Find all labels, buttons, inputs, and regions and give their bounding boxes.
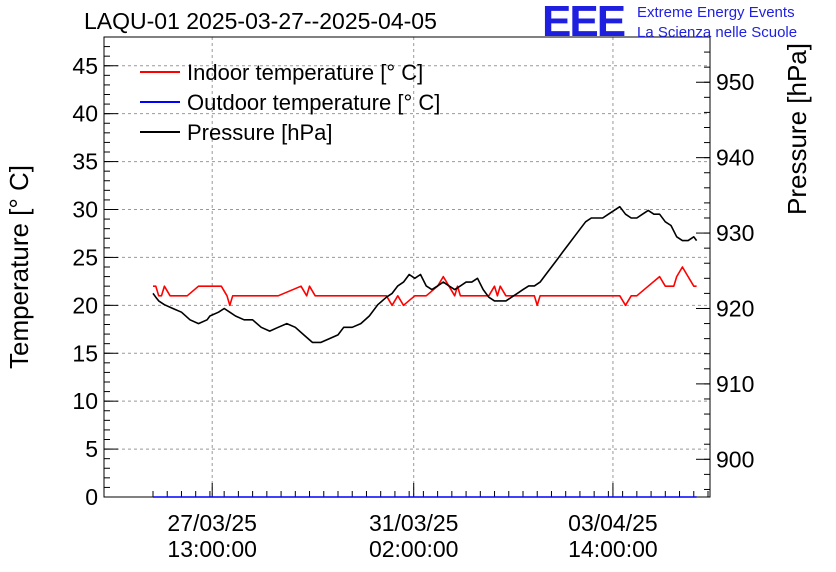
- grid-lines: [104, 37, 710, 497]
- y-axis-right-label: Pressure [hPa]: [782, 43, 812, 215]
- y-left-tick-label: 40: [72, 101, 98, 127]
- y-right-tick-label: 920: [716, 295, 754, 321]
- eee-logo: EEE: [542, 0, 626, 46]
- y-left-tick-label: 25: [72, 244, 98, 270]
- series-lines: [152, 205, 698, 498]
- y-right-tick-label: 910: [716, 371, 754, 397]
- chart-title: LAQU-01 2025-03-27--2025-04-05: [84, 8, 437, 34]
- legend-label-outdoor: Outdoor temperature [° C]: [187, 90, 440, 115]
- y-left-tick-label: 0: [85, 484, 98, 510]
- y-left-tick-label: 15: [72, 340, 98, 366]
- y-left-tick-label: 10: [72, 388, 98, 414]
- x-tick-label-date: 27/03/25: [167, 510, 257, 536]
- x-tick-label-date: 03/04/25: [568, 510, 658, 536]
- logo-subtitle-1: Extreme Energy Events: [637, 4, 795, 21]
- y-left-tick-label: 20: [72, 292, 98, 318]
- legend-label-indoor: Indoor temperature [° C]: [187, 60, 423, 85]
- series-line-indoor-temperature: [153, 266, 697, 307]
- y-right-tick-label: 900: [716, 446, 754, 472]
- x-tick-label-time: 14:00:00: [568, 536, 658, 562]
- logo-subtitle-2: La Scienza nelle Scuole: [637, 24, 798, 41]
- legend-label-pressure: Pressure [hPa]: [187, 120, 333, 145]
- y-right-tick-label: 930: [716, 220, 754, 246]
- series-line-pressure: [152, 205, 698, 344]
- y-left-tick-label: 30: [72, 197, 98, 223]
- y-axis-left-label: Temperature [° C]: [4, 165, 34, 369]
- x-tick-label-time: 13:00:00: [167, 536, 257, 562]
- y-left-tick-label: 45: [72, 53, 98, 79]
- legend: Indoor temperature [° C] Outdoor tempera…: [140, 60, 440, 145]
- axis-ticks: 0 5 10 15 20 25 30 35 40 45 900 910 920 930 940 950 27/0…: [72, 36, 754, 562]
- y-right-tick-label: 950: [716, 69, 754, 95]
- x-tick-label-time: 02:00:00: [369, 536, 459, 562]
- y-left-tick-label: 35: [72, 149, 98, 175]
- x-tick-label-date: 31/03/25: [369, 510, 459, 536]
- y-right-tick-label: 940: [716, 145, 754, 171]
- y-left-tick-label: 5: [85, 436, 98, 462]
